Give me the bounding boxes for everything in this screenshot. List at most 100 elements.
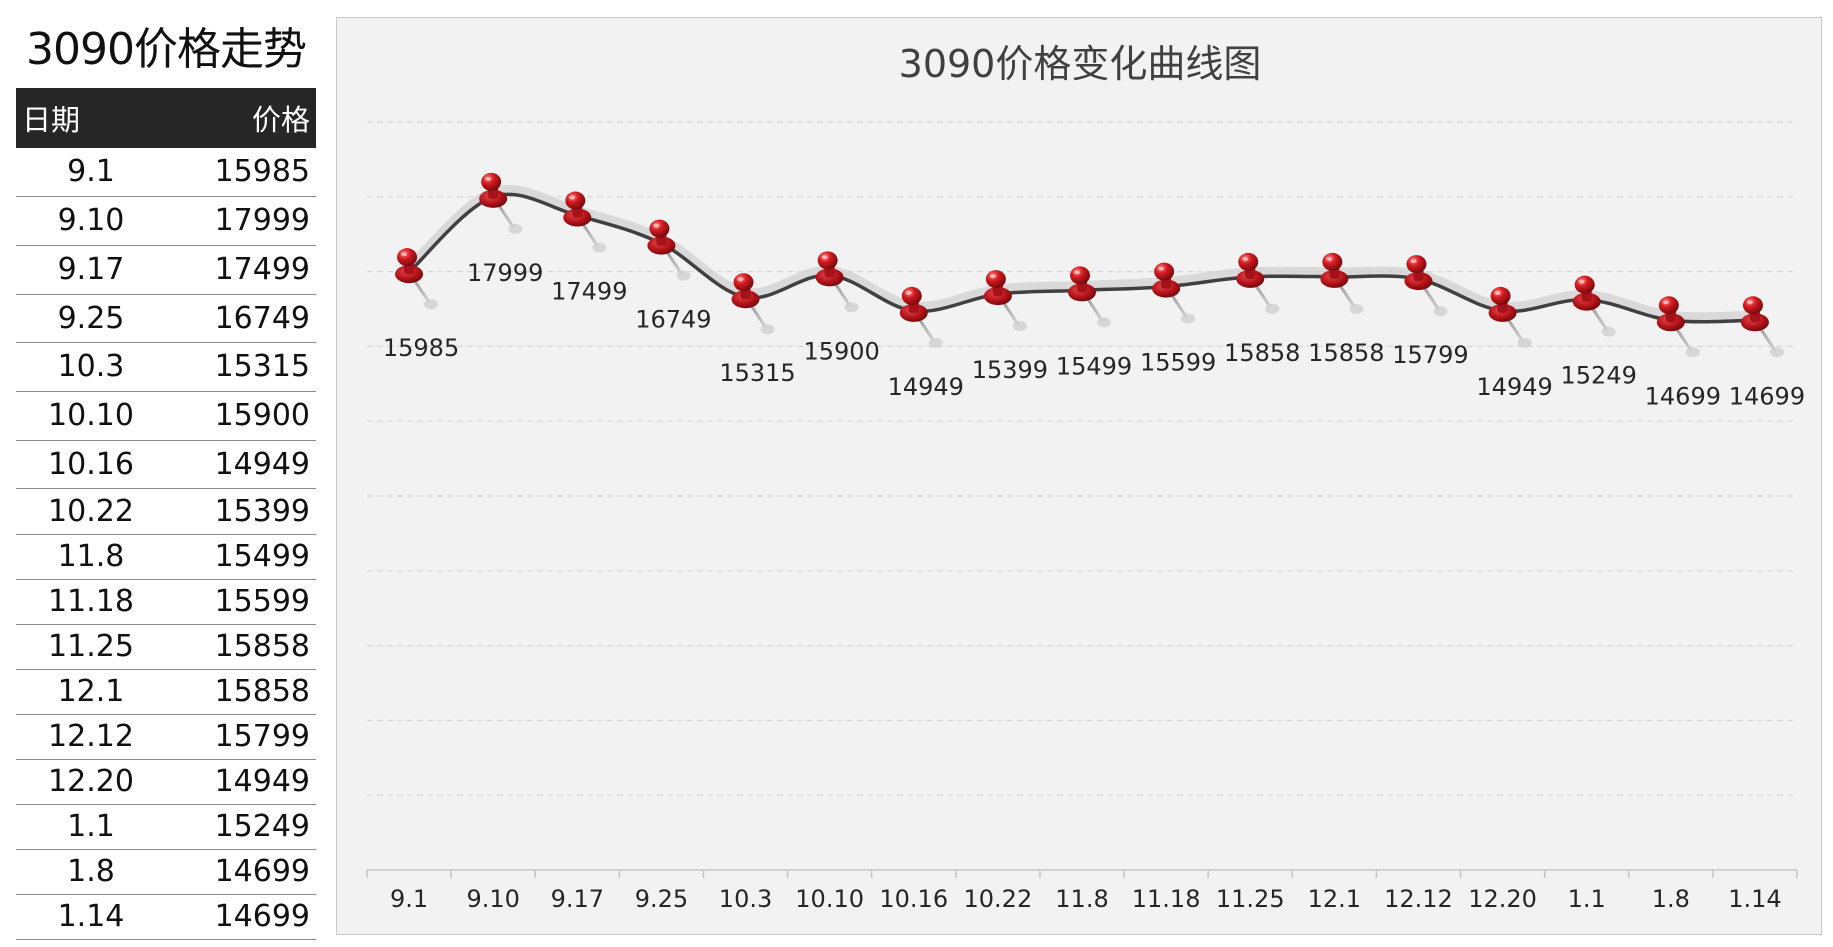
pin-shadow <box>1181 313 1196 324</box>
pin-highlight <box>1326 256 1333 261</box>
pin-needle <box>832 279 852 307</box>
table-title: 3090价格走势 <box>26 24 307 75</box>
pin-shadow <box>1601 326 1616 337</box>
header-date: 日期 <box>22 103 81 137</box>
cell-price: 15858 <box>166 669 316 715</box>
table-row: 12.1 15858 <box>16 669 316 715</box>
x-tick-label: 10.3 <box>719 885 772 913</box>
table-row: 9.1 15985 <box>16 148 316 197</box>
cell-date: 1.8 <box>16 849 166 895</box>
table-body: 9.1 15985 9.10 17999 9.17 17499 9.25 16749 10.3 1… <box>16 148 316 940</box>
pin-highlight <box>653 223 660 228</box>
x-tick-label: 1.1 <box>1568 885 1606 913</box>
pin-needle <box>1252 281 1272 309</box>
cell-date: 12.20 <box>16 759 166 805</box>
data-label: 15499 <box>1056 352 1132 380</box>
pin-highlight <box>1074 270 1080 275</box>
data-label: 15599 <box>1140 349 1216 377</box>
pushpin-marker <box>1488 286 1532 348</box>
pin-shadow <box>760 324 775 335</box>
pushpin-marker <box>647 219 691 281</box>
data-label: 14949 <box>888 373 964 401</box>
pin-head <box>1658 296 1679 315</box>
pin-shadow <box>1012 321 1027 332</box>
pin-needle <box>663 248 683 276</box>
pin-head <box>1490 286 1511 305</box>
cell-date: 1.1 <box>16 804 166 850</box>
pin-shadow <box>1769 347 1784 358</box>
pin-shadow <box>1349 303 1364 314</box>
cell-price: 15599 <box>166 579 316 625</box>
pin-highlight <box>485 176 492 181</box>
pushpin-marker <box>1068 266 1111 328</box>
data-label: 17999 <box>467 259 543 287</box>
pushpin-marker <box>1404 255 1448 317</box>
cell-date: 10.10 <box>16 391 166 441</box>
pin-needle <box>1589 304 1609 332</box>
data-markers <box>395 172 1784 358</box>
pin-shadow <box>1265 303 1280 314</box>
pin-head <box>1406 255 1427 274</box>
pin-highlight <box>989 274 996 279</box>
x-tick-label: 1.8 <box>1652 885 1690 913</box>
cell-date: 10.3 <box>16 342 166 392</box>
data-label: 15315 <box>719 359 795 387</box>
pin-highlight <box>821 255 828 260</box>
x-tick-label: 9.17 <box>551 885 604 913</box>
pushpin-marker <box>1236 252 1280 314</box>
pushpin-marker <box>563 191 607 253</box>
table-row: 9.25 16749 <box>16 294 316 343</box>
pin-shadow <box>676 270 691 281</box>
table-row: 11.18 15599 <box>16 579 316 625</box>
data-labels: 15985 17999 17499 16749 15315 15900 14949 15399… <box>383 259 1805 410</box>
pushpin-marker <box>1152 262 1196 324</box>
grid-lines <box>367 121 1797 796</box>
pin-shadow <box>508 223 523 234</box>
pin-highlight <box>1158 266 1165 271</box>
pin-needle <box>1505 315 1525 343</box>
cell-date: 9.10 <box>16 196 166 246</box>
pin-highlight <box>1242 256 1249 261</box>
x-tick-label: 10.10 <box>795 885 864 913</box>
pin-shadow <box>844 302 859 313</box>
table-row: 1.8 14699 <box>16 849 316 895</box>
table-row: 12.12 15799 <box>16 714 316 760</box>
pin-base <box>395 265 424 284</box>
pin-head <box>985 270 1006 289</box>
pin-head <box>1154 262 1175 281</box>
pin-needle <box>1168 291 1188 319</box>
pushpin-marker <box>1656 296 1700 358</box>
table-row: 12.20 14949 <box>16 759 316 805</box>
data-label: 14699 <box>1645 382 1721 410</box>
pin-highlight <box>1746 300 1753 305</box>
x-tick-label: 10.16 <box>879 885 948 913</box>
pushpin-marker <box>1320 252 1364 314</box>
pin-head <box>1742 296 1763 315</box>
table-row: 11.8 15499 <box>16 534 316 580</box>
pin-head <box>733 273 754 292</box>
cell-date: 1.14 <box>16 894 166 940</box>
pin-needle <box>1000 298 1020 326</box>
data-label: 14949 <box>1476 373 1552 401</box>
x-tick-label: 10.22 <box>964 885 1033 913</box>
pin-needle <box>1673 324 1693 352</box>
data-label: 15249 <box>1561 362 1637 390</box>
pushpin-marker <box>1572 275 1616 337</box>
header-price: 价格 <box>251 103 310 137</box>
pin-highlight <box>737 277 744 282</box>
pushpin-marker <box>983 270 1027 332</box>
cell-price: 15858 <box>166 624 316 670</box>
pin-head <box>1070 266 1090 285</box>
x-tick-label: 12.12 <box>1384 885 1453 913</box>
pin-head <box>817 251 838 270</box>
table-row: 9.17 17499 <box>16 245 316 295</box>
pin-shadow <box>928 337 943 348</box>
table-row: 1.14 14699 <box>16 894 316 940</box>
pin-shadow <box>592 242 607 253</box>
data-label: 15985 <box>383 334 459 362</box>
cell-price: 16749 <box>166 294 316 343</box>
data-label: 15799 <box>1392 341 1468 369</box>
cell-price: 15499 <box>166 534 316 580</box>
pin-head <box>649 219 670 238</box>
cell-date: 9.1 <box>16 148 166 197</box>
